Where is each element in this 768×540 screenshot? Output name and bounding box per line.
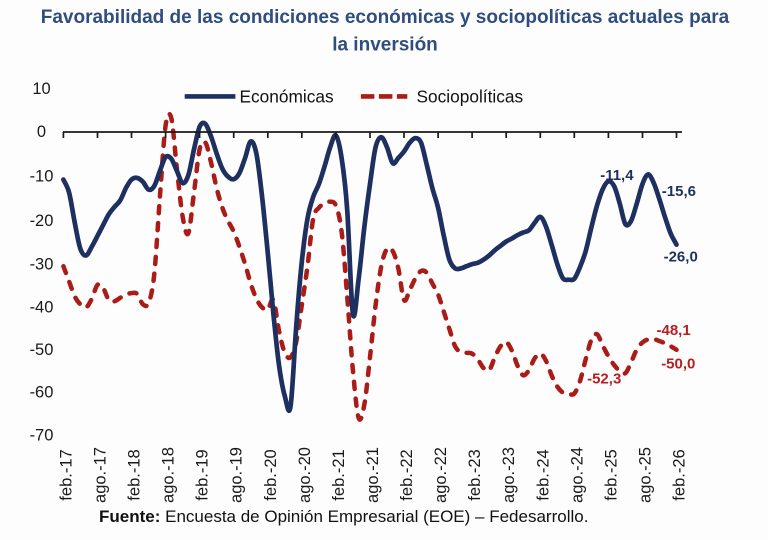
svg-text:ago.-24: ago.-24 — [568, 447, 586, 503]
svg-text:-10: -10 — [30, 168, 54, 186]
svg-text:ago.-20: ago.-20 — [296, 447, 314, 503]
svg-text:10: 10 — [32, 80, 50, 98]
svg-text:Favorabilidad de las condicion: Favorabilidad de las condiciones económi… — [41, 7, 730, 28]
svg-text:feb.-19: feb.-19 — [194, 449, 212, 500]
svg-text:ago.-18: ago.-18 — [160, 447, 178, 503]
svg-text:feb.-25: feb.-25 — [602, 449, 620, 500]
svg-text:-20: -20 — [30, 212, 54, 230]
svg-text:-11,4: -11,4 — [600, 167, 634, 184]
svg-text:feb.-23: feb.-23 — [466, 449, 484, 500]
svg-text:ago.-23: ago.-23 — [500, 447, 518, 503]
svg-text:-60: -60 — [30, 383, 54, 401]
svg-text:-30: -30 — [30, 255, 54, 273]
svg-text:Sociopolíticas: Sociopolíticas — [417, 87, 524, 107]
svg-text:-15,6: -15,6 — [662, 183, 696, 200]
svg-text:Fuente: Encuesta de Opinión Em: Fuente: Encuesta de Opinión Empresarial … — [99, 507, 588, 526]
svg-text:-50: -50 — [30, 341, 54, 359]
svg-text:Económicas: Económicas — [240, 87, 334, 107]
svg-text:-40: -40 — [30, 298, 54, 316]
svg-text:0: 0 — [37, 123, 46, 141]
svg-text:feb.-24: feb.-24 — [534, 449, 552, 500]
svg-text:feb.-21: feb.-21 — [330, 449, 348, 500]
svg-text:ago.-22: ago.-22 — [432, 447, 450, 503]
svg-text:-52,3: -52,3 — [587, 371, 621, 388]
svg-text:-48,1: -48,1 — [656, 322, 690, 339]
svg-text:la inversión: la inversión — [332, 35, 438, 56]
svg-text:feb.-26: feb.-26 — [671, 449, 689, 500]
svg-text:ago.-19: ago.-19 — [228, 447, 246, 503]
svg-text:-26,0: -26,0 — [664, 249, 698, 266]
svg-text:feb.-18: feb.-18 — [126, 449, 144, 500]
svg-text:feb.-20: feb.-20 — [262, 449, 280, 500]
svg-text:ago.-25: ago.-25 — [637, 447, 655, 503]
svg-text:-70: -70 — [30, 427, 54, 445]
svg-text:-50,0: -50,0 — [661, 356, 695, 373]
svg-text:ago.-17: ago.-17 — [92, 447, 110, 503]
svg-text:feb.-17: feb.-17 — [57, 449, 75, 500]
svg-text:ago.-21: ago.-21 — [364, 447, 382, 503]
svg-text:feb.-22: feb.-22 — [398, 449, 416, 500]
